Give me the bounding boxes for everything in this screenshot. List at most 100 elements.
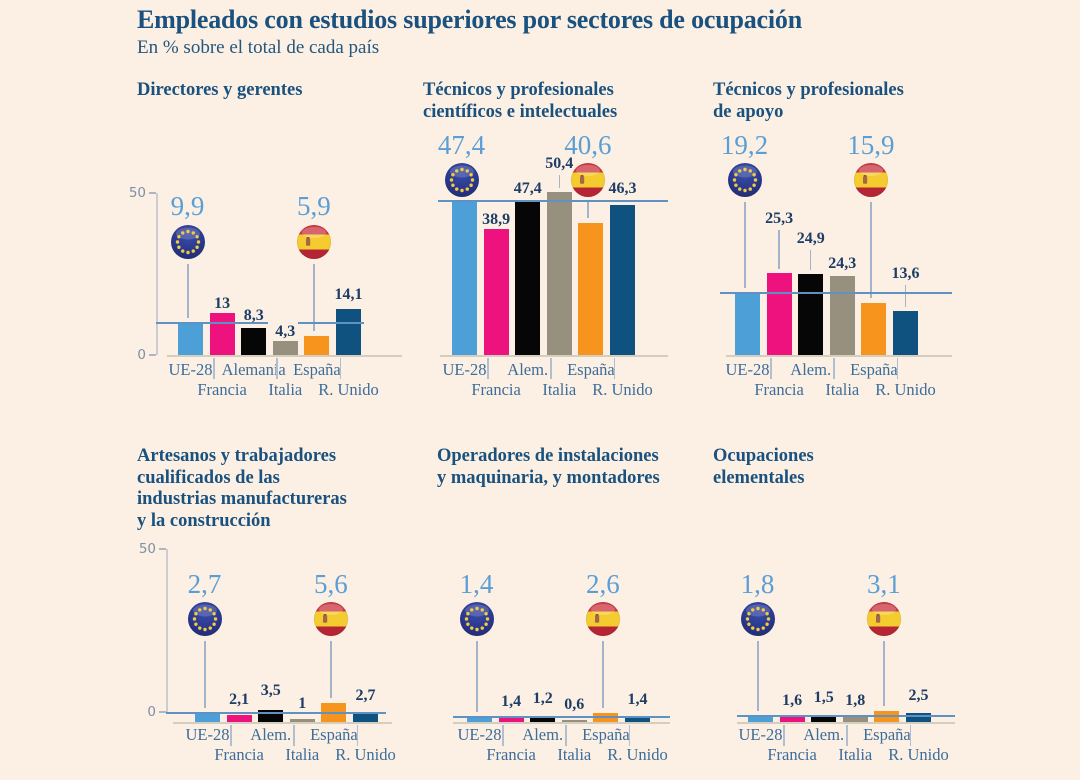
- spain-flag-icon: [866, 601, 902, 637]
- x-label-r-unido: R. Unido: [335, 745, 396, 764]
- x-label-tick: [628, 725, 630, 746]
- flag-connector: [203, 641, 206, 708]
- bar-italia: [272, 341, 298, 355]
- x-label-italia: Italia: [285, 745, 320, 764]
- spain-flag-icon: [853, 162, 889, 198]
- x-label-tick: [276, 358, 278, 379]
- flag-connector: [882, 641, 885, 707]
- flag-connector: [186, 264, 189, 318]
- bar-italia: [842, 715, 868, 722]
- bar-value-label: 2,7: [355, 686, 376, 704]
- chart-title: y la construcción: [137, 510, 271, 531]
- highlight-value-eu: 1,4: [459, 569, 494, 599]
- x-label-ue-28: UE-28: [738, 725, 783, 744]
- bar-r-unido: [893, 310, 918, 355]
- bar-italia: [289, 718, 315, 722]
- bar-value-label: 25,3: [765, 210, 794, 227]
- bar-italia: [829, 276, 855, 355]
- x-label-alem-: Alem.: [790, 360, 832, 379]
- bar-value-label: 2,5: [908, 687, 929, 705]
- bar-espa-a: [304, 335, 330, 355]
- x-label-francia: Francia: [197, 380, 247, 399]
- x-label-ue-28: UE-28: [457, 725, 502, 744]
- bar-value-label: 13,6: [891, 265, 920, 282]
- chart-title: de apoyo: [713, 101, 784, 122]
- reference-line: [298, 321, 364, 324]
- bar-r-unido: [625, 717, 650, 722]
- x-label-r-unido: R. Unido: [318, 380, 379, 399]
- bar-francia: [779, 716, 805, 722]
- x-label-espa-a: España: [567, 360, 615, 379]
- y-axis-label: 50: [128, 185, 146, 201]
- highlight-value-eu: 1,8: [740, 569, 775, 599]
- reference-line: [166, 711, 386, 714]
- bar-value-label: 13: [214, 294, 231, 312]
- reference-line: [438, 200, 668, 203]
- x-label-tick: [909, 725, 911, 746]
- bar-ue-28: [178, 322, 203, 355]
- chart-title: elementales: [713, 467, 805, 488]
- x-baseline: [167, 355, 402, 357]
- flag-connector: [312, 264, 315, 331]
- bar-francia: [498, 717, 524, 722]
- highlight-value-spain: 3,1: [867, 569, 901, 599]
- x-label-francia: Francia: [754, 380, 804, 399]
- page-subtitle: En % sobre el total de cada país: [137, 37, 380, 58]
- x-label-tick: [356, 725, 358, 746]
- x-label-tick: [550, 358, 552, 379]
- x-label-r-unido: R. Unido: [592, 380, 653, 399]
- bar-value-label: 38,9: [482, 210, 511, 228]
- bar-value-label: 1: [298, 694, 307, 712]
- label-connector: [904, 285, 907, 307]
- bar-value-label: 1,2: [532, 689, 553, 707]
- x-label-tick: [833, 358, 835, 379]
- bar-value-label: 14,1: [334, 286, 363, 304]
- highlight-value-spain: 5,9: [297, 191, 331, 221]
- bar-value-label: 1,4: [627, 691, 648, 709]
- x-label-francia: Francia: [486, 745, 536, 764]
- flag-connector: [869, 202, 872, 299]
- eu-flag-icon: [444, 162, 480, 198]
- x-label-francia: Francia: [471, 380, 521, 399]
- x-baseline: [440, 355, 668, 357]
- chart-title: Operadores de instalaciones: [437, 446, 659, 466]
- highlight-value-spain: 40,6: [564, 130, 612, 160]
- bar-alem-: [811, 716, 837, 722]
- y-axis-tick: [159, 548, 166, 550]
- reference-line: [737, 714, 955, 717]
- x-label-espa-a: España: [582, 725, 630, 744]
- x-label-italia: Italia: [557, 745, 592, 764]
- bar-francia: [226, 714, 252, 722]
- chart-title: cualificados de las: [137, 467, 280, 488]
- x-label-tick: [339, 358, 341, 379]
- flag-connector: [756, 641, 759, 711]
- eu-flag-icon: [170, 224, 206, 260]
- flag-connector: [601, 641, 604, 708]
- x-label-alem-: Alem.: [803, 725, 845, 744]
- x-label-tick: [783, 725, 785, 746]
- x-baseline: [453, 722, 670, 724]
- highlight-value-eu: 2,7: [187, 569, 222, 599]
- eu-flag-icon: [727, 162, 763, 198]
- bar-alem-: [530, 717, 556, 722]
- spain-flag-icon: [585, 601, 621, 637]
- chart-title: Artesanos y trabajadores: [137, 446, 337, 466]
- x-label-tick: [230, 725, 232, 746]
- x-label-espa-a: España: [863, 725, 911, 744]
- x-label-r-unido: R. Unido: [875, 380, 936, 399]
- x-label-ue-28: UE-28: [185, 725, 230, 744]
- x-label-tick: [487, 358, 489, 379]
- spain-flag-icon: [313, 601, 349, 637]
- bar-ue-28: [467, 717, 492, 722]
- chart-title: industrias manufactureras: [137, 489, 347, 509]
- x-baseline: [737, 722, 955, 724]
- bar-francia: [209, 312, 235, 355]
- spain-flag-icon: [570, 162, 606, 198]
- bar-value-label: 8,3: [243, 307, 264, 325]
- bar-value-label: 3,5: [260, 681, 281, 699]
- bar-espa-a: [861, 303, 887, 355]
- x-label-italia: Italia: [542, 380, 577, 399]
- x-label-espa-a: España: [293, 360, 341, 379]
- x-label-italia: Italia: [838, 745, 873, 764]
